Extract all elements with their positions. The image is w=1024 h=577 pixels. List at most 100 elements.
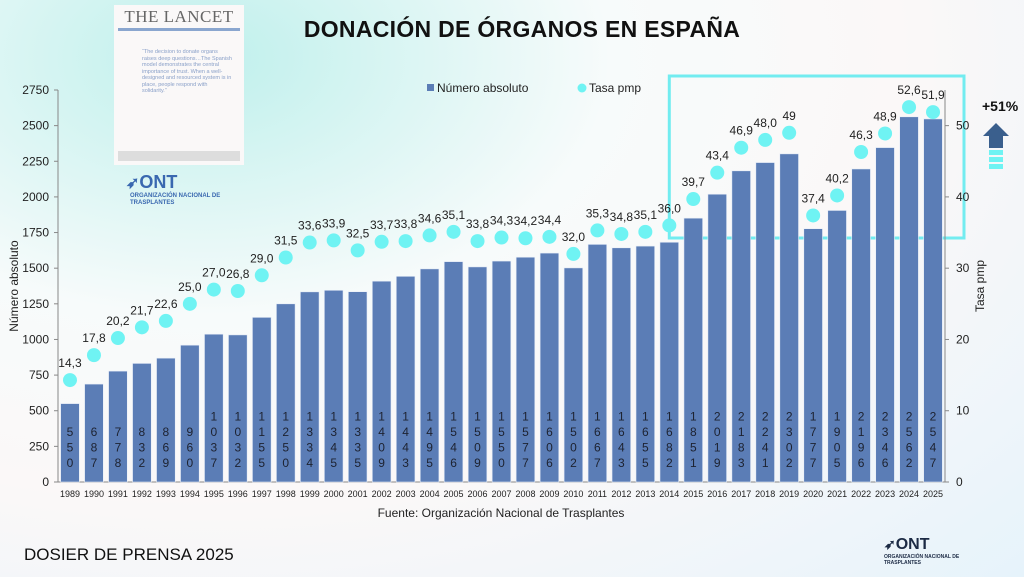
bar-value-digit: 1	[450, 410, 457, 424]
dot-label: 34,2	[514, 214, 538, 228]
dot-label: 25,0	[178, 280, 202, 294]
bar-value-digit: 1	[594, 410, 601, 424]
dot-1990	[86, 348, 101, 363]
bar-value-digit: 3	[882, 425, 889, 439]
bar-value-digit: 6	[450, 456, 457, 470]
bar-value-digit: 0	[546, 441, 553, 455]
bar-value-digit: 5	[474, 425, 481, 439]
bar-value-digit: 1	[258, 425, 265, 439]
dot-2002	[374, 234, 389, 249]
x-tick-label: 2005	[444, 489, 464, 499]
bar-value-digit: 6	[163, 441, 170, 455]
bar-value-digit: 4	[426, 425, 433, 439]
bar-value-digit: 5	[906, 425, 913, 439]
ont-logo-footer: ➶ONT ORGANIZACIÓN NACIONAL DE TRASPLANTE…	[884, 536, 960, 566]
bar-value-digit: 5	[67, 425, 74, 439]
bar-2000	[324, 289, 344, 483]
bar-value-digit: 6	[666, 425, 673, 439]
dot-1989	[62, 373, 77, 388]
bar-2009	[539, 252, 560, 483]
x-tick-label: 2006	[468, 489, 488, 499]
x-tick-label: 2019	[779, 489, 799, 499]
bar-value-digit: 2	[234, 456, 241, 470]
bar-2002	[371, 280, 392, 483]
dot-label: 34,8	[610, 210, 634, 224]
bar-1995	[204, 333, 224, 483]
dot-label: 33,8	[394, 217, 418, 231]
dot-label: 33,7	[370, 218, 394, 232]
dot-2025	[926, 105, 941, 120]
arrow-stripe	[989, 164, 1003, 169]
x-tick-label: 1993	[156, 489, 176, 499]
bar-value-digit: 1	[810, 410, 817, 424]
bar-value-digit: 7	[930, 456, 937, 470]
bar-value-digit: 4	[762, 441, 769, 455]
dot-2023	[878, 126, 893, 141]
bar-value-digit: 6	[618, 425, 625, 439]
dot-2011	[590, 223, 605, 238]
bar-value-digit: 8	[115, 456, 122, 470]
bar-value-digit: 8	[91, 441, 98, 455]
dot-label: 36,0	[658, 201, 682, 215]
bar-value-digit: 2	[570, 456, 577, 470]
bar-value-digit: 4	[882, 441, 889, 455]
y-tick-label: 2750	[22, 83, 49, 97]
x-tick-label: 2003	[396, 489, 416, 499]
bar-value-digit: 4	[378, 425, 385, 439]
bar-value-digit: 7	[522, 441, 529, 455]
dot-label: 49	[782, 109, 796, 123]
bar-value-digit: 8	[666, 441, 673, 455]
bar-value-digit: 5	[258, 441, 265, 455]
bar-value-digit: 5	[258, 456, 265, 470]
dot-2014	[662, 218, 677, 233]
dot-label: 39,7	[682, 175, 706, 189]
x-tick-label: 1999	[300, 489, 320, 499]
bar-value-digit: 0	[187, 456, 194, 470]
bar-2011	[587, 244, 608, 483]
bar-value-digit: 1	[738, 425, 745, 439]
bar-1989	[60, 403, 80, 483]
bar-value-digit: 3	[618, 456, 625, 470]
x-tick-label: 2012	[611, 489, 631, 499]
dot-label: 34,4	[538, 213, 562, 227]
bar-value-digit: 0	[498, 456, 505, 470]
bar-value-digit: 1	[402, 410, 409, 424]
bar-value-digit: 5	[570, 425, 577, 439]
bar-value-digit: 2	[139, 456, 146, 470]
bar-1997	[252, 317, 272, 483]
dot-label: 35,1	[442, 208, 466, 222]
x-tick-label: 1994	[180, 489, 200, 499]
lancet-cover-image: THE LANCET “The decision to donate organ…	[114, 5, 244, 165]
bar-value-digit: 0	[282, 456, 289, 470]
bar-value-digit: 9	[187, 425, 194, 439]
bar-value-digit: 1	[282, 410, 289, 424]
dot-1991	[110, 331, 125, 346]
x-tick-label: 2013	[635, 489, 655, 499]
bar-value-digit: 8	[738, 441, 745, 455]
bar-value-digit: 1	[690, 456, 697, 470]
page-title: DONACIÓN DE ÓRGANOS EN ESPAÑA	[303, 16, 741, 42]
bar-2022	[851, 168, 871, 483]
legend-label-dots: Tasa pmp	[589, 81, 641, 95]
bar-value-digit: 5	[834, 456, 841, 470]
y-tick-label: 1750	[22, 226, 49, 240]
growth-label: +51%	[982, 98, 1019, 114]
bar-value-digit: 6	[858, 456, 865, 470]
source-note: Fuente: Organización Nacional de Traspla…	[378, 506, 625, 520]
bar-value-digit: 2	[762, 425, 769, 439]
x-tick-label: 1995	[204, 489, 224, 499]
bar-value-digit: 1	[330, 410, 337, 424]
bar-value-digit: 3	[139, 441, 146, 455]
x-tick-label: 1997	[252, 489, 272, 499]
bar-1998	[276, 303, 296, 483]
y-tick-label: 500	[29, 404, 49, 418]
bar-value-digit: 0	[474, 441, 481, 455]
lancet-masthead: THE LANCET	[124, 7, 234, 26]
bar-1992	[132, 363, 152, 483]
bird-icon: ➶	[126, 175, 140, 192]
bar-2010	[563, 267, 584, 483]
dot-2022	[854, 145, 869, 160]
bar-value-digit: 1	[690, 410, 697, 424]
dot-2017	[734, 140, 749, 155]
dot-label: 26,8	[226, 267, 250, 281]
